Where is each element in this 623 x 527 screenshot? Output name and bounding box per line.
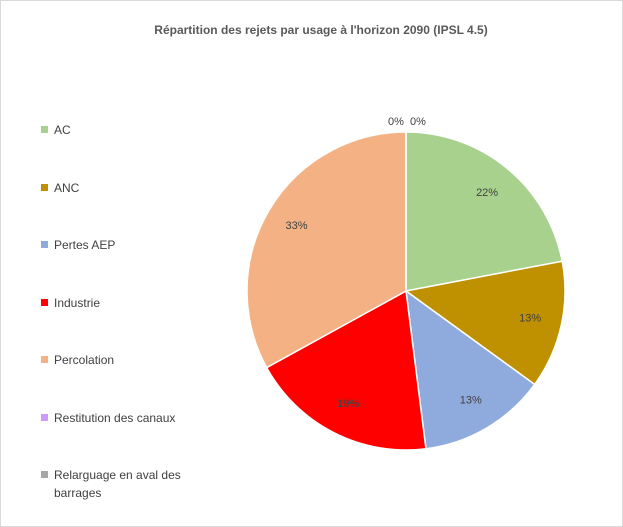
legend-swatch (41, 298, 48, 306)
legend-label: Pertes AEP (54, 238, 116, 252)
data-label: 22% (476, 187, 498, 199)
data-label: 13% (519, 313, 541, 325)
pie-slice (405, 131, 564, 292)
data-label: 0% (388, 116, 404, 128)
chart-title: Répartition des rejets par usage à l'hor… (154, 23, 487, 37)
data-label: 13% (460, 394, 482, 406)
pie-slice (404, 260, 566, 386)
legend-item: Pertes AEP (41, 236, 211, 254)
legend-swatch (41, 241, 48, 248)
legend-label: ANC (54, 180, 80, 195)
legend-label: Restitution des canaux (54, 410, 176, 425)
legend-label: Percolation (54, 353, 115, 367)
legend-item: Relarguage en aval des barrages (41, 466, 211, 502)
data-label: 19% (337, 398, 359, 410)
legend-swatch (41, 126, 48, 133)
legend-item: Industrie (41, 294, 211, 312)
data-label: 0% (410, 116, 426, 128)
legend-item: Restitution des canaux (41, 409, 211, 427)
data-label: 33% (285, 220, 307, 232)
pie-slice (246, 131, 407, 369)
legend-item: ANC (41, 179, 211, 197)
legend-swatch (41, 471, 48, 478)
pie-slice (405, 289, 536, 450)
legend-item: AC (41, 121, 211, 139)
legend-label: Relarguage en aval des barrages (54, 468, 181, 500)
legend-label: AC (54, 123, 71, 137)
legend-swatch (41, 356, 48, 363)
legend-swatch (41, 413, 48, 421)
legend-swatch (41, 183, 48, 191)
legend-label: Industrie (54, 295, 101, 310)
legend-item: Percolation (41, 351, 211, 369)
pie-slice (265, 289, 427, 451)
